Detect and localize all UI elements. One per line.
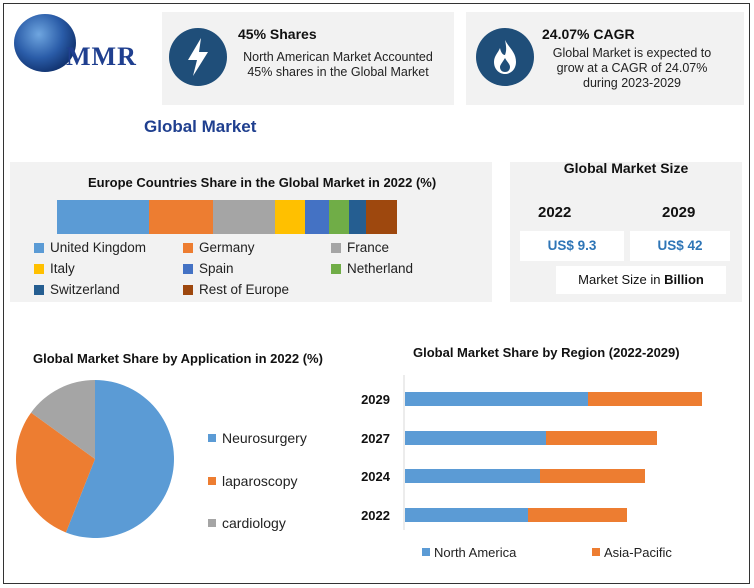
application-chart-title: Global Market Share by Application in 20… bbox=[33, 351, 323, 366]
region-tick-label-2022: 2022 bbox=[361, 508, 390, 523]
region-stacked-bar-chart: 2029 2027 2024 2022 North America Asia-Pacifi… bbox=[361, 375, 702, 560]
legend-swatch bbox=[208, 434, 216, 442]
legend-swatch bbox=[183, 242, 193, 253]
europe-bar-segment-spain bbox=[305, 200, 329, 234]
europe-legend-netherland: Netherland bbox=[331, 261, 413, 276]
region-bar-north-america-2027 bbox=[405, 431, 546, 445]
market-size-year-2022: 2022 bbox=[538, 204, 572, 221]
region-bar-north-america-2029 bbox=[405, 392, 588, 406]
europe-bar-segment-switzerland bbox=[349, 200, 367, 234]
legend-swatch bbox=[183, 263, 193, 274]
europe-legend-spain: Spain bbox=[183, 261, 234, 276]
region-bar-north-america-2022 bbox=[405, 508, 528, 522]
europe-legend-united-kingdom: United Kingdom bbox=[34, 240, 146, 255]
europe-bar-segment-italy bbox=[274, 200, 306, 234]
stat-cagr-title: 24.07% CAGR bbox=[542, 26, 635, 42]
europe-chart-title: Europe Countries Share in the Global Mar… bbox=[88, 175, 437, 190]
europe-bar-segment-netherland bbox=[329, 200, 350, 234]
market-size-unit: Market Size in Billion bbox=[556, 266, 726, 294]
legend-swatch bbox=[183, 284, 193, 295]
flame-icon bbox=[476, 28, 534, 86]
legend-label: Switzerland bbox=[50, 282, 120, 297]
region-bar-asia-pacific-2024 bbox=[540, 469, 645, 483]
legend-label: Spain bbox=[199, 261, 234, 276]
legend-swatch bbox=[331, 242, 341, 253]
market-size-title: Global Market Size bbox=[563, 160, 689, 176]
pie-legend-cardiology: cardiology bbox=[208, 515, 286, 531]
region-bar-asia-pacific-2022 bbox=[528, 508, 627, 522]
market-size-value-2029: US$ 42 bbox=[630, 231, 730, 261]
legend-swatch bbox=[208, 519, 216, 527]
europe-legend-italy: Italy bbox=[34, 261, 75, 276]
stat-cagr-text: Global Market is expected to grow at a CA… bbox=[552, 46, 712, 90]
region-tick-label-2029: 2029 bbox=[361, 392, 390, 407]
pie-slice-neurosurgery bbox=[65, 380, 174, 538]
region-legend-swatch-north-america bbox=[422, 548, 430, 556]
pie-legend-neurosurgery: Neurosurgery bbox=[208, 430, 307, 446]
legend-label: France bbox=[347, 240, 390, 255]
europe-bar-segment-france bbox=[213, 200, 275, 234]
legend-swatch bbox=[34, 284, 44, 295]
legend-label: cardiology bbox=[222, 515, 286, 531]
region-bar-north-america-2024 bbox=[405, 469, 540, 483]
legend-label: Rest of Europe bbox=[199, 282, 290, 297]
europe-bar-segment-united-kingdom bbox=[57, 200, 149, 234]
europe-legend-switzerland: Switzerland bbox=[34, 282, 120, 297]
europe-legend-france: France bbox=[331, 240, 389, 255]
europe-legend-rest-of-europe: Rest of Europe bbox=[183, 282, 289, 297]
market-size-value-2022: US$ 9.3 bbox=[520, 231, 624, 261]
europe-legend-germany: Germany bbox=[183, 240, 255, 255]
globe-logo-icon bbox=[14, 14, 76, 72]
legend-label: Germany bbox=[199, 240, 255, 255]
europe-bar-segment-germany bbox=[148, 200, 214, 234]
europe-stacked-bar bbox=[57, 200, 397, 234]
pie-slice-laparoscopy bbox=[15, 412, 96, 533]
region-legend-label-asia-pacific: Asia-Pacific bbox=[604, 545, 672, 560]
section-title: Global Market bbox=[144, 117, 257, 136]
region-bar-asia-pacific-2027 bbox=[546, 431, 657, 445]
legend-label: Netherland bbox=[347, 261, 414, 276]
legend-swatch bbox=[331, 263, 341, 274]
legend-swatch bbox=[34, 242, 44, 253]
europe-bar-segment-rest-of-europe bbox=[366, 200, 397, 234]
region-legend-label-north-america: North America bbox=[434, 545, 517, 560]
region-legend-swatch-asia-pacific bbox=[592, 548, 600, 556]
legend-label: laparoscopy bbox=[222, 473, 298, 489]
legend-label: United Kingdom bbox=[50, 240, 147, 255]
stat-shares-title: 45% Shares bbox=[238, 26, 317, 42]
pie-slice-cardiology bbox=[31, 380, 95, 459]
legend-swatch bbox=[208, 477, 216, 485]
stat-shares-text: North American Market Accounted 45% share… bbox=[243, 50, 433, 79]
application-pie-chart bbox=[15, 380, 174, 538]
pie-legend-laparoscopy: laparoscopy bbox=[208, 473, 298, 489]
market-size-year-2029: 2029 bbox=[662, 204, 696, 221]
legend-label: Neurosurgery bbox=[222, 430, 307, 446]
region-tick-label-2027: 2027 bbox=[361, 431, 390, 446]
brand-logo: MMR bbox=[66, 42, 137, 71]
legend-swatch bbox=[34, 263, 44, 274]
legend-label: Italy bbox=[50, 261, 75, 276]
region-tick-label-2024: 2024 bbox=[361, 469, 391, 484]
region-chart-title: Global Market Share by Region (2022-2029… bbox=[413, 345, 680, 360]
region-bar-asia-pacific-2029 bbox=[588, 392, 702, 406]
lightning-icon bbox=[169, 28, 227, 86]
